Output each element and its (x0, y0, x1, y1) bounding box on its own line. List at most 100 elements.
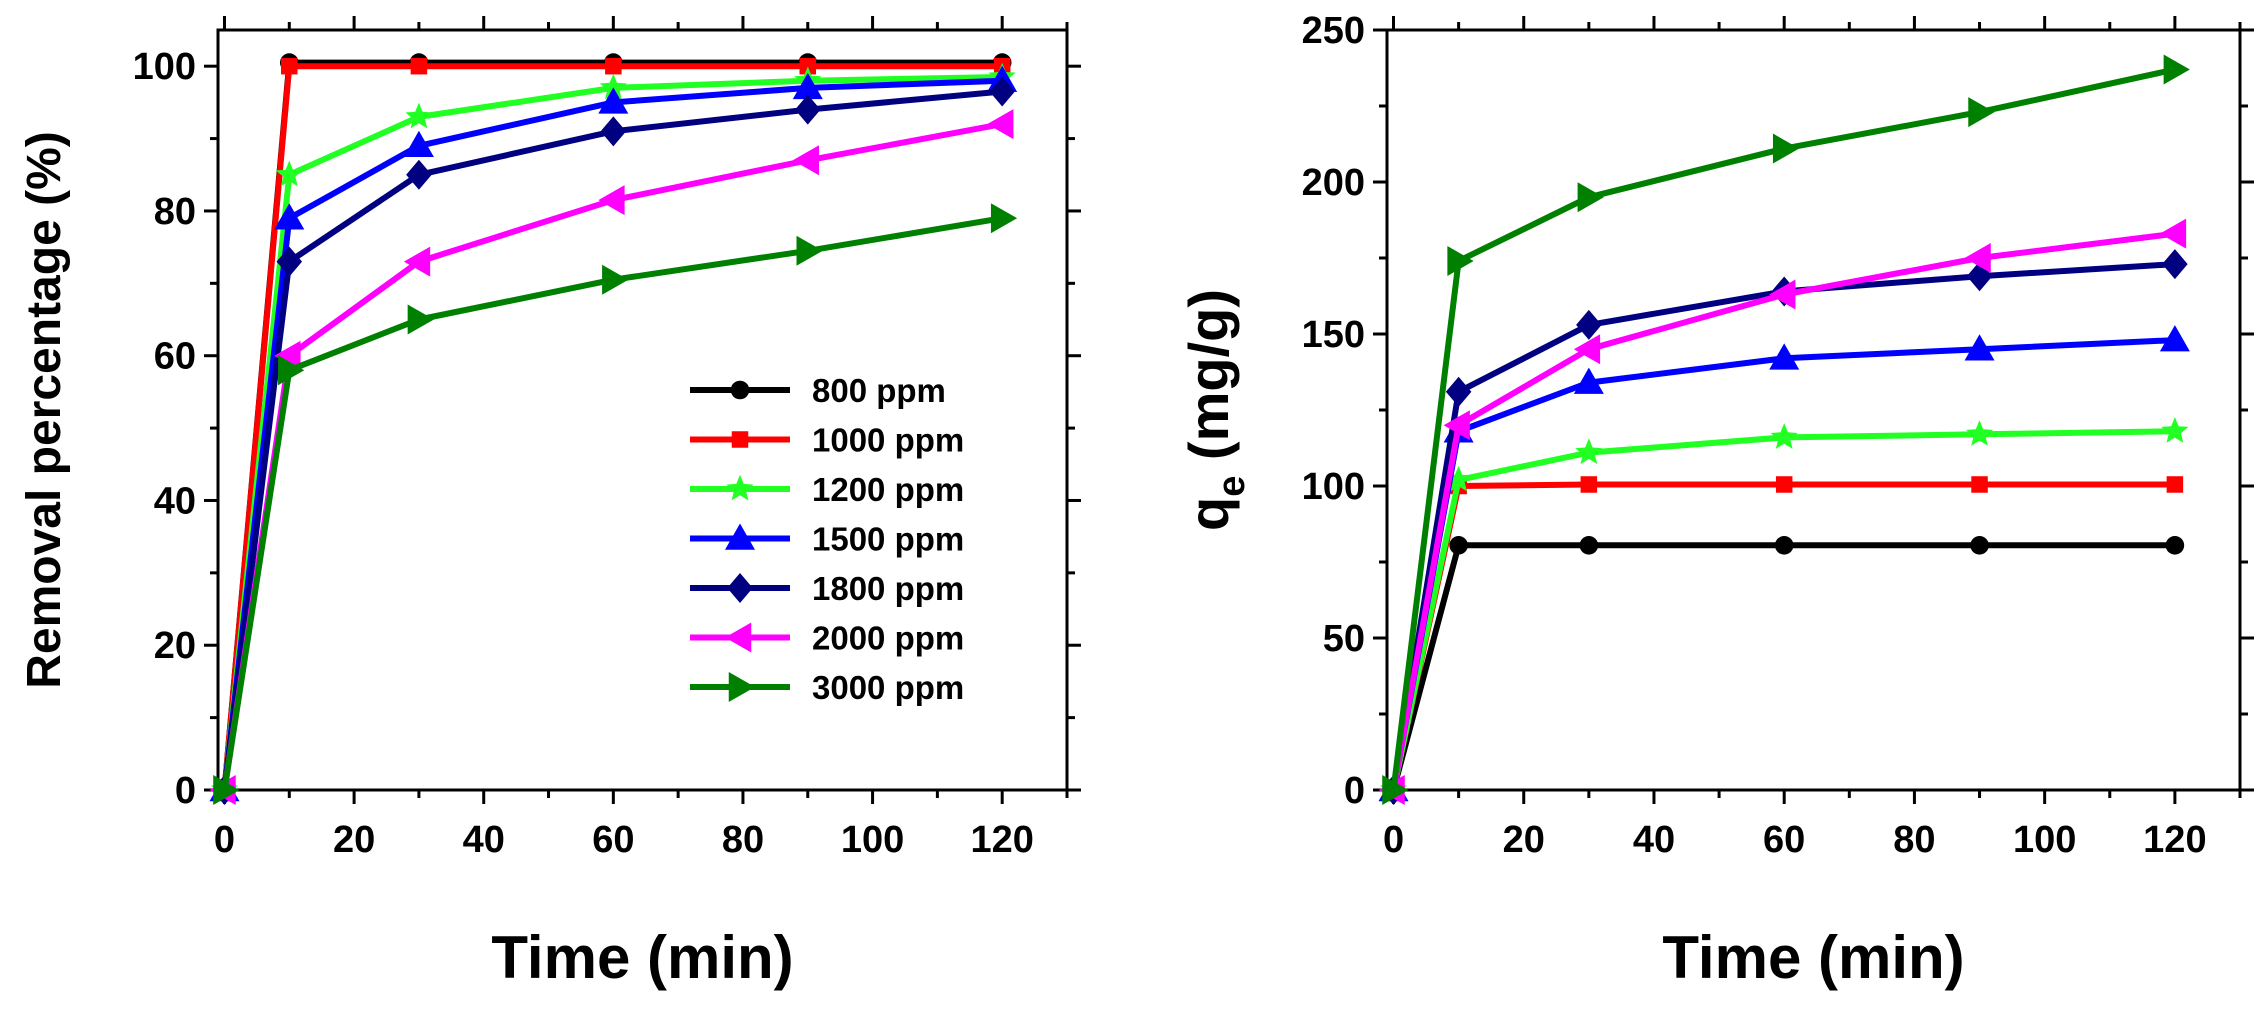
legend-item: 2000 ppm (690, 620, 964, 657)
data-point (276, 246, 303, 277)
y-axis-label: Removal percentage (%) (18, 131, 71, 689)
data-point (600, 116, 627, 147)
data-point (1382, 775, 1409, 805)
data-point (2159, 325, 2190, 352)
y-tick-label: 50 (1323, 618, 1365, 660)
y-axis-label: qe (mg/g) (1177, 289, 1253, 531)
data-point (1576, 309, 1602, 340)
data-point (1968, 97, 1995, 128)
series-line (1390, 66, 2176, 791)
legend-marker (728, 672, 755, 702)
removal-percentage-chart: 0 20 40 60 80 100 120 0 20 40 60 80 100 Time (min) Rem… (18, 16, 1081, 991)
series-line (221, 74, 1003, 791)
legend-item: 1800 ppm (690, 570, 964, 607)
x-tick-label: 0 (214, 819, 235, 861)
data-point (1970, 535, 1989, 555)
y-tick-label: 0 (1344, 770, 1365, 812)
data-point (2161, 417, 2189, 443)
y-tick-label: 80 (154, 191, 196, 233)
x-tick-label: 60 (592, 819, 634, 861)
x-tick-label: 100 (841, 819, 904, 861)
series-3000-ppm (1382, 54, 2190, 805)
legend-item: 1000 ppm (690, 422, 964, 459)
legend: 800 ppm 1000 ppm 1200 ppm 1500 ppm 1800 ppm 2… (690, 372, 964, 706)
y-tick-label: 200 (1302, 162, 1365, 204)
data-point (410, 57, 428, 75)
data-point (796, 235, 823, 266)
legend-label: 1000 ppm (812, 422, 964, 459)
legend-label: 1200 ppm (812, 471, 964, 508)
legend-label: 1500 ppm (812, 521, 964, 558)
data-point (799, 57, 817, 75)
data-point (598, 87, 629, 114)
data-point (274, 340, 301, 371)
y-axis-label-group: qe (mg/g) (1177, 289, 1253, 531)
legend-marker (725, 622, 752, 653)
data-point (1579, 535, 1599, 555)
data-point (278, 355, 305, 386)
series-2000-ppm (1378, 218, 2187, 805)
x-tick-label: 100 (2013, 819, 2076, 861)
data-point (598, 185, 625, 216)
series-line (1390, 542, 2175, 791)
x-tick-label: 20 (1503, 819, 1545, 861)
x-tick-label: 120 (2143, 819, 2206, 861)
data-point (1964, 243, 1991, 273)
legend-marker (725, 523, 755, 550)
y-tick-label: 100 (1302, 466, 1365, 508)
y-tick-label: 40 (154, 480, 196, 522)
y-tick-label: 20 (154, 625, 196, 667)
x-tick-label: 80 (722, 819, 764, 861)
y-tick-label: 100 (133, 46, 196, 88)
legend-marker (727, 573, 753, 603)
data-point (281, 57, 298, 75)
legend-label: 2000 ppm (812, 620, 964, 657)
series-1800-ppm (1380, 249, 2188, 805)
y-tick-label: 250 (1302, 10, 1365, 52)
data-point (1971, 476, 1988, 493)
data-point (2166, 476, 2184, 493)
data-point (405, 102, 433, 129)
legend-label: 800 ppm (812, 372, 946, 409)
data-point (1575, 438, 1603, 465)
data-point (792, 72, 823, 100)
series-3000-ppm (213, 203, 1018, 805)
legend-marker (730, 380, 750, 400)
data-point (1772, 133, 1800, 164)
data-point (403, 246, 431, 277)
legend-label: 1800 ppm (812, 570, 964, 607)
data-point (1580, 476, 1598, 493)
adsorption-capacity-chart: 0 20 40 60 80 100 120 0 50 100 150 200 250 Time (min)… (1177, 10, 2254, 991)
data-point (1769, 279, 1796, 310)
data-point (1573, 367, 1604, 394)
data-point (792, 145, 820, 176)
legend-label: 3000 ppm (812, 669, 964, 706)
legend-item: 800 ppm (690, 372, 946, 409)
data-point (1443, 410, 1470, 441)
series-1500-ppm (1378, 325, 2190, 802)
data-point (213, 775, 240, 805)
plot-frame (216, 28, 1069, 792)
data-point (407, 304, 434, 335)
data-point (1577, 182, 1604, 213)
data-point (1445, 376, 1472, 407)
data-point (275, 160, 303, 187)
y-axis-label-subscript: e (1211, 476, 1253, 497)
series-1500-ppm (209, 65, 1018, 802)
y-tick-label: 150 (1302, 314, 1365, 356)
data-point (1964, 334, 1995, 361)
data-point (2165, 535, 2185, 555)
data-point (274, 203, 305, 230)
data-point (403, 130, 434, 158)
data-point (599, 73, 627, 100)
y-axis-label-main: q (1177, 497, 1240, 531)
series-line (1390, 481, 2175, 791)
data-point (989, 76, 1015, 107)
data-point (2162, 249, 2188, 280)
data-point (795, 94, 821, 125)
y-tick-label: 60 (154, 336, 196, 378)
data-point (990, 203, 1018, 234)
x-tick-label: 0 (1383, 819, 1404, 861)
series-line (1390, 230, 2176, 791)
data-point (1573, 334, 1601, 365)
